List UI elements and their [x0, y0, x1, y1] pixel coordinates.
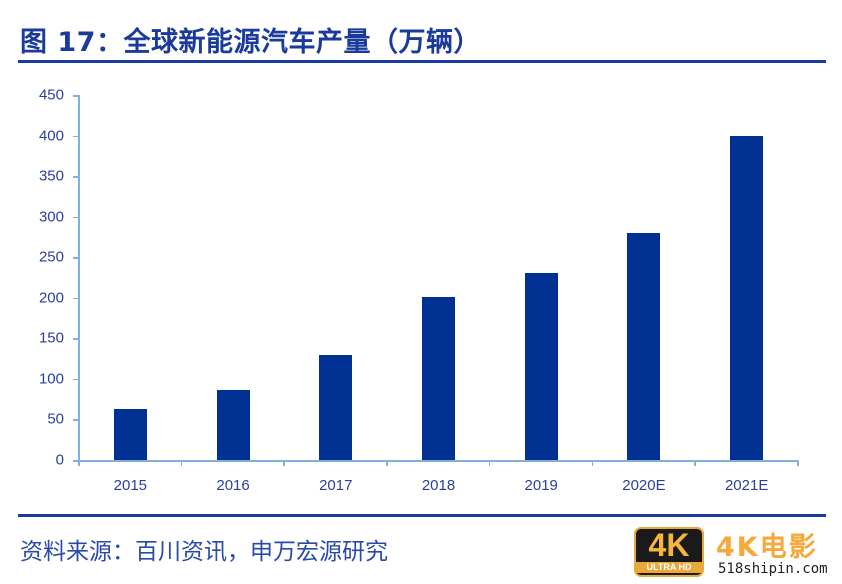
x-tick-mark — [78, 460, 80, 466]
x-tick-label: 2019 — [524, 477, 558, 494]
x-tick-mark — [694, 460, 696, 466]
watermark: 4K ULTRA HD 4K电影 518shipin.com — [630, 525, 840, 581]
x-tick-mark — [283, 460, 285, 466]
y-tick-mark — [73, 338, 79, 340]
y-tick-mark — [73, 257, 79, 259]
y-tick-mark — [73, 460, 79, 462]
4k-logo-icon: 4K ULTRA HD — [634, 527, 704, 577]
watermark-title: 4K电影 — [716, 532, 818, 563]
bar-2017 — [319, 354, 353, 460]
x-tick-mark — [591, 460, 594, 466]
x-tick-label: 2016 — [216, 477, 250, 494]
y-tick-label: 400 — [38, 127, 64, 145]
bar-2021E — [730, 135, 764, 460]
x-tick-mark — [797, 460, 799, 466]
watermark-badge-sub: ULTRA HD — [636, 562, 702, 573]
x-tick-label: 2021E — [724, 477, 769, 494]
x-axis-line — [78, 460, 799, 462]
y-tick-mark — [73, 216, 79, 219]
source-note: 资料来源：百川资讯，申万宏源研究 — [20, 539, 388, 565]
footer-divider — [18, 514, 826, 517]
y-tick-label: 0 — [55, 451, 64, 469]
x-tick-label: 2017 — [319, 477, 353, 494]
x-tick-mark — [386, 460, 388, 466]
y-tick-label: 200 — [38, 289, 64, 307]
y-tick-mark — [73, 297, 79, 300]
bar-2020E — [627, 232, 661, 460]
watermark-badge-main: 4K — [648, 527, 690, 563]
bar-2019 — [524, 273, 558, 460]
bar-2015 — [113, 408, 147, 460]
y-tick-mark — [73, 378, 79, 381]
y-tick-mark — [73, 176, 79, 178]
y-tick-label: 350 — [38, 167, 64, 185]
bar-2018 — [422, 296, 455, 460]
x-tick-mark — [180, 460, 183, 466]
bar-2016 — [216, 390, 250, 460]
x-tick-mark — [488, 460, 491, 466]
y-tick-mark — [73, 95, 79, 97]
watermark-url: 518shipin.com — [718, 561, 828, 577]
x-tick-label: 2018 — [421, 477, 456, 494]
y-axis-line — [78, 95, 80, 461]
y-tick-label: 250 — [38, 248, 64, 266]
y-tick-label: 100 — [38, 370, 64, 388]
x-tick-label: 2015 — [113, 477, 148, 494]
chart-title: 图 17：全球新能源汽车产量（万辆） — [20, 27, 481, 58]
y-tick-label: 450 — [38, 86, 64, 104]
x-tick-label: 2020E — [622, 477, 666, 494]
bar-chart: 0 50 100 150 200 250 300 350 400 450 2015 2016 2017… — [38, 86, 799, 494]
y-tick-mark — [73, 135, 79, 138]
y-tick-label: 150 — [38, 329, 64, 347]
y-tick-mark — [73, 419, 79, 421]
title-divider — [18, 60, 826, 63]
y-tick-label: 50 — [47, 410, 64, 428]
y-tick-label: 300 — [38, 208, 64, 226]
